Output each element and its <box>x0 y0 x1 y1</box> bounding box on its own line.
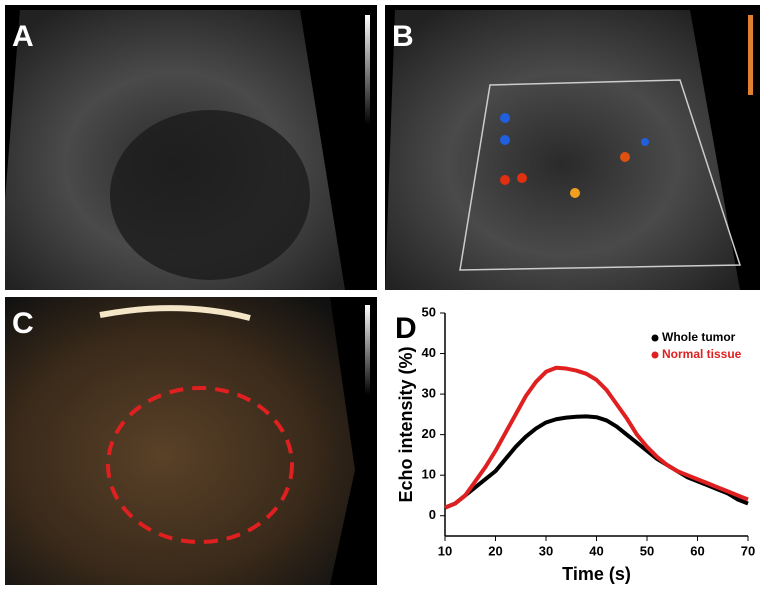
x-tick-label: 50 <box>640 543 654 558</box>
x-tick-label: 30 <box>539 543 553 558</box>
x-tick-label: 60 <box>690 543 704 558</box>
panel-b: B <box>385 5 760 290</box>
panel-label: D <box>395 312 417 345</box>
panel-c: C <box>5 297 377 585</box>
x-tick-label: 10 <box>438 543 452 558</box>
y-tick-label: 30 <box>422 386 436 401</box>
x-axis-label: Time (s) <box>562 564 631 584</box>
panel-label: A <box>12 20 34 53</box>
series-line <box>444 365 749 510</box>
y-tick-label: 50 <box>422 304 436 319</box>
y-tick-label: 0 <box>429 507 436 522</box>
legend-marker <box>651 351 659 359</box>
x-tick-label: 70 <box>741 543 755 558</box>
x-tick-label: 20 <box>488 543 502 558</box>
y-axis-label: Echo intensity (%) <box>396 346 416 502</box>
y-tick-label: 40 <box>422 345 436 360</box>
x-tick-label: 40 <box>589 543 603 558</box>
panel-label: C <box>12 307 34 340</box>
legend-label: Normal tissue <box>662 347 742 361</box>
legend-label: Whole tumor <box>662 330 736 344</box>
panel-a: A <box>5 5 377 290</box>
y-tick-label: 20 <box>422 426 436 441</box>
panel-label: B <box>392 20 414 53</box>
legend-marker <box>651 334 659 342</box>
y-tick-label: 10 <box>422 467 436 482</box>
